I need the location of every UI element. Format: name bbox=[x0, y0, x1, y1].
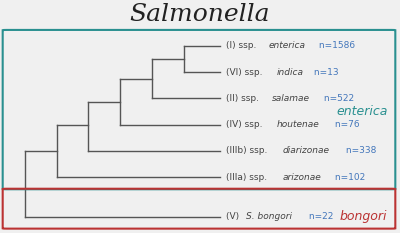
Text: n=13: n=13 bbox=[311, 68, 339, 77]
Text: bongori: bongori bbox=[340, 210, 387, 223]
Text: (IIIa) ssp.: (IIIa) ssp. bbox=[226, 173, 270, 182]
Text: (IV) ssp.: (IV) ssp. bbox=[226, 120, 265, 129]
Text: (II) ssp.: (II) ssp. bbox=[226, 94, 262, 103]
Text: n=76: n=76 bbox=[332, 120, 359, 129]
Text: salamae: salamae bbox=[272, 94, 310, 103]
Text: S. bongori: S. bongori bbox=[246, 212, 292, 221]
Text: Salmonella: Salmonella bbox=[130, 3, 270, 26]
Text: enterica: enterica bbox=[269, 41, 306, 50]
Text: n=102: n=102 bbox=[332, 173, 366, 182]
Text: arizonae: arizonae bbox=[282, 173, 321, 182]
Text: enterica: enterica bbox=[336, 105, 387, 118]
Text: n=338: n=338 bbox=[343, 146, 377, 155]
Text: indica: indica bbox=[276, 68, 304, 77]
Text: n=1586: n=1586 bbox=[316, 41, 355, 50]
Text: (IIIb) ssp.: (IIIb) ssp. bbox=[226, 146, 270, 155]
Text: n=522: n=522 bbox=[321, 94, 354, 103]
Text: diarizonae: diarizonae bbox=[283, 146, 330, 155]
Text: houtenae: houtenae bbox=[276, 120, 319, 129]
Text: (I) ssp.: (I) ssp. bbox=[226, 41, 259, 50]
Text: n=22: n=22 bbox=[306, 212, 333, 221]
Text: (V): (V) bbox=[226, 212, 242, 221]
Text: (VI) ssp.: (VI) ssp. bbox=[226, 68, 265, 77]
